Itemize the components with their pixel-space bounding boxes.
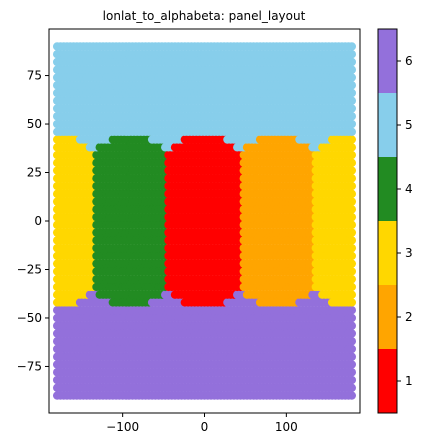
colorbar-segment xyxy=(378,221,397,285)
colorbar-segment xyxy=(378,157,397,221)
scatter-point xyxy=(347,290,357,299)
scatter-point xyxy=(347,197,357,206)
y-tick-label: −75 xyxy=(17,359,42,373)
colorbar-segment xyxy=(378,93,397,157)
scatter-point xyxy=(347,205,357,214)
scatter-point xyxy=(347,313,357,323)
scatter-point xyxy=(347,150,357,160)
chart-title: lonlat_to_alphabeta: panel_layout xyxy=(103,9,306,23)
x-axis: −100 0 100 xyxy=(106,413,298,434)
scatter-point xyxy=(347,127,357,136)
colorbar-frame xyxy=(377,28,398,414)
scatter-point xyxy=(347,282,357,292)
scatter-point xyxy=(347,220,357,230)
scatter-points xyxy=(52,42,357,400)
colorbar-tick-label: 6 xyxy=(405,54,413,68)
scatter-point xyxy=(347,189,357,199)
scatter-point xyxy=(347,57,357,67)
scatter-point xyxy=(347,119,357,129)
scatter-point xyxy=(347,181,357,191)
colorbar-tick-label: 1 xyxy=(405,374,413,388)
scatter-point xyxy=(347,73,357,82)
scatter-point xyxy=(347,337,357,346)
scatter-point xyxy=(347,321,357,330)
scatter-point xyxy=(347,243,357,253)
y-tick-label: −50 xyxy=(17,311,42,325)
scatter-point xyxy=(347,306,357,315)
scatter-point xyxy=(347,65,357,74)
scatter-point xyxy=(347,267,357,276)
colorbar-segment xyxy=(378,285,397,349)
scatter-point xyxy=(347,81,357,90)
colorbar-segment xyxy=(378,349,397,413)
scatter-point xyxy=(347,50,357,59)
scatter-point xyxy=(347,360,357,369)
scatter-point xyxy=(347,368,357,377)
scatter-point xyxy=(347,274,357,284)
y-tick-label: 75 xyxy=(27,69,42,83)
scatter-point xyxy=(347,166,357,175)
colorbar-tick-label: 2 xyxy=(405,310,413,324)
colorbar-segment xyxy=(378,29,397,93)
x-tick-label: −100 xyxy=(106,420,139,434)
scatter-point xyxy=(347,112,357,121)
colorbar-tick-label: 3 xyxy=(405,246,413,260)
scatter-point xyxy=(347,352,357,361)
scatter-point xyxy=(347,375,357,385)
scatter-point xyxy=(347,143,357,152)
colorbar-axis: 1 2 3 4 5 6 xyxy=(397,54,413,388)
scatter-point xyxy=(347,96,357,105)
y-tick-label: 0 xyxy=(34,214,42,228)
scatter-point xyxy=(347,135,357,144)
scatter-point xyxy=(347,259,357,268)
scatter-point xyxy=(347,391,357,400)
x-tick-label: 100 xyxy=(275,420,298,434)
scatter-point xyxy=(347,42,357,51)
scatter-point xyxy=(347,158,357,168)
scatter-point xyxy=(347,174,357,183)
y-tick-label: 50 xyxy=(27,117,42,131)
colorbar-tick-label: 5 xyxy=(405,118,413,132)
y-tick-label: 25 xyxy=(27,166,42,180)
scatter-point xyxy=(347,383,357,392)
scatter-point xyxy=(347,88,357,98)
y-axis: −75 −50 −25 0 25 50 75 xyxy=(17,69,49,373)
y-tick-label: −25 xyxy=(17,262,42,276)
x-tick-label: 0 xyxy=(201,420,209,434)
colorbar xyxy=(378,29,397,413)
scatter-point xyxy=(347,212,357,222)
scatter-point xyxy=(347,236,357,245)
scatter-point xyxy=(347,104,357,113)
scatter-point xyxy=(347,251,357,261)
scatter-point xyxy=(347,298,357,307)
scatter-point xyxy=(347,228,357,237)
colorbar-tick-label: 4 xyxy=(405,182,413,196)
scatter-point xyxy=(347,344,357,354)
scatter-point xyxy=(347,329,357,338)
